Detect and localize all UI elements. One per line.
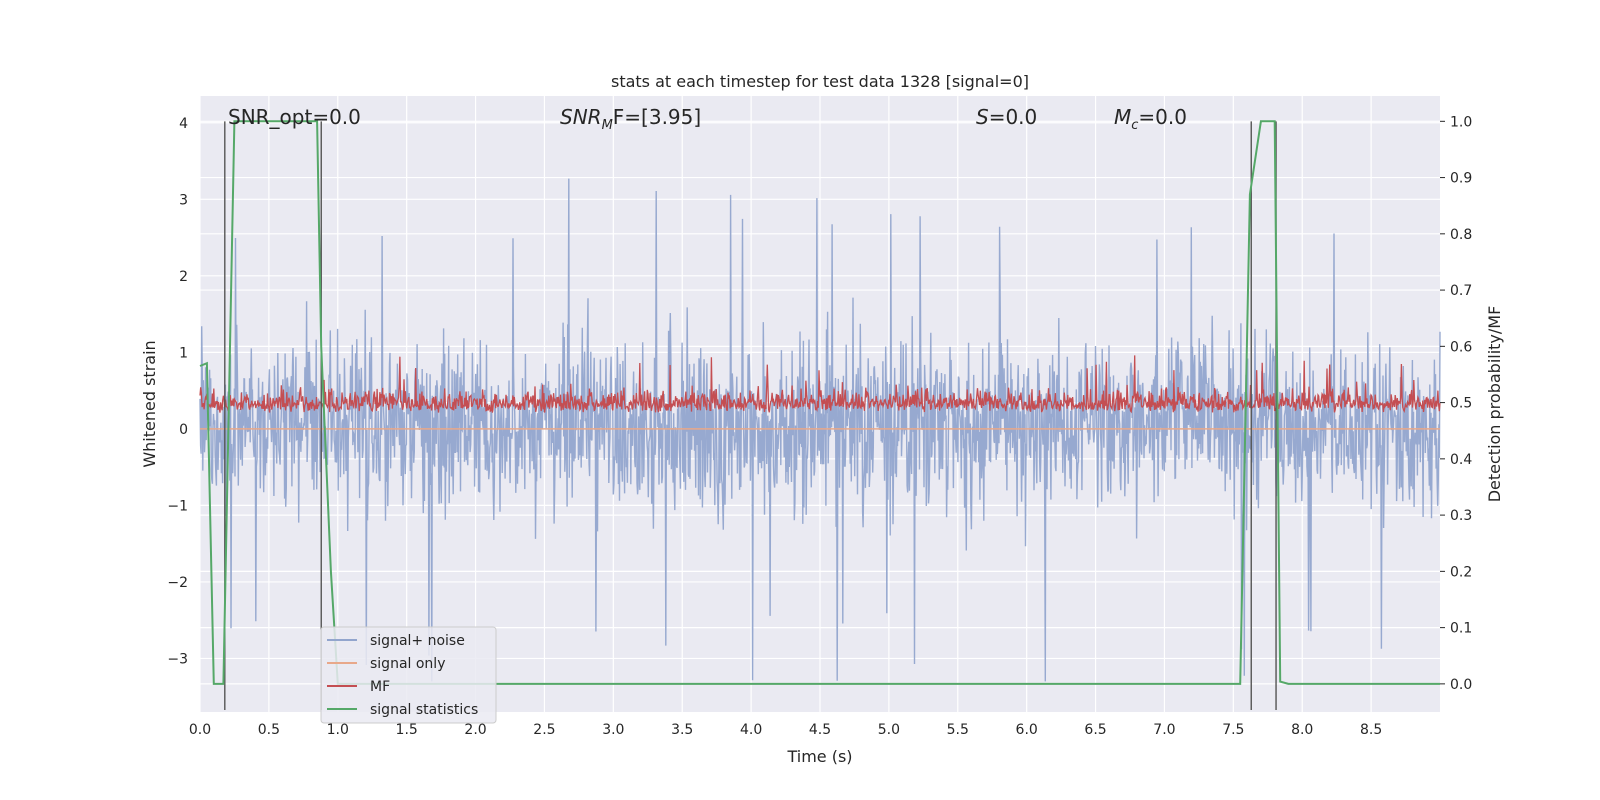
legend-label-mf: MF: [370, 679, 390, 695]
chart-title: stats at each timestep for test data 132…: [611, 72, 1029, 91]
tick-labels: 0.0 0.5 1.0 1.5 2.0 2.5 3.0 3.5 4.0 4.5 5.0 5.5 6.0 6…: [167, 114, 1472, 738]
x-tick-label: 2.0: [464, 722, 486, 738]
annotation-snr-mf-rest: F=[3.95]: [613, 105, 701, 129]
x-tick-label: 7.0: [1153, 722, 1175, 738]
x-tick-label: 1.5: [396, 722, 418, 738]
x-tick-label: 3.5: [671, 722, 693, 738]
series-signal-noise: [199, 178, 1441, 682]
x-tick-label: 1.0: [327, 722, 349, 738]
legend-label-signal-only: signal only: [370, 656, 445, 672]
y-left-tick-label: −3: [167, 651, 188, 667]
annotation-snr-mf-main: SNR: [560, 105, 602, 129]
x-tick-label: 0.0: [189, 722, 211, 738]
legend-box: [320, 626, 497, 724]
y-left-tick-label: 3: [179, 192, 188, 208]
x-tick-label: 8.0: [1291, 722, 1313, 738]
x-tick-label: 6.0: [1016, 722, 1038, 738]
y-left-tick-label: 4: [179, 116, 188, 132]
annotation-s-rest: =0.0: [989, 105, 1038, 129]
y-axis-label-right: Detection probability/MF: [1485, 306, 1504, 503]
x-tick-label: 8.5: [1360, 722, 1382, 738]
x-tick-label: 3.0: [602, 722, 624, 738]
y-left-tick-label: 2: [179, 269, 188, 285]
y-right-tick-label: 0.1: [1450, 621, 1472, 637]
y-right-tick-label: 1.0: [1450, 114, 1472, 130]
y-left-tick-label: 1: [179, 345, 188, 361]
x-tick-label: 7.5: [1222, 722, 1244, 738]
y-right-tick-label: 0.7: [1450, 283, 1472, 299]
y-right-tick-label: 0.8: [1450, 227, 1472, 243]
x-tick-label: 0.5: [258, 722, 280, 738]
y-left-tick-label: −2: [167, 575, 188, 591]
annotation-mc: Mc=0.0: [1114, 105, 1187, 133]
annotation-snr-mf-sub: M: [602, 118, 613, 133]
y-left-tick-label: 0: [179, 422, 188, 438]
x-axis-label: Time (s): [786, 747, 852, 766]
x-tick-label: 6.5: [1084, 722, 1106, 738]
annotation-mc-main: M: [1114, 105, 1131, 129]
x-tick-label: 5.0: [878, 722, 900, 738]
series-mf: [199, 355, 1441, 414]
annotation-s: S=0.0: [976, 105, 1037, 129]
annotation-snr-opt: SNR_opt=0.0: [228, 105, 361, 129]
legend-label-signal-noise: signal+ noise: [370, 633, 465, 649]
annotation-s-main: S: [976, 105, 989, 129]
y-right-tick-label: 0.5: [1450, 396, 1472, 412]
annotation-snr-mf: SNRMF=[3.95]: [560, 105, 701, 133]
y-right-tick-label: 0.3: [1450, 508, 1472, 524]
y-left-tick-label: −1: [167, 498, 188, 514]
y-right-tick-label: 0.4: [1450, 452, 1472, 468]
y-right-tick-label: 0.2: [1450, 564, 1472, 580]
y-axis-label-left: Whitened strain: [140, 340, 159, 467]
x-tick-label: 4.0: [740, 722, 762, 738]
x-tick-label: 5.5: [947, 722, 969, 738]
y-right-tick-label: 0.9: [1450, 171, 1472, 187]
y-right-tick-label: 0.0: [1450, 677, 1472, 693]
x-tick-label: 4.5: [809, 722, 831, 738]
y-right-tick-label: 0.6: [1450, 339, 1472, 355]
x-tick-label: 2.5: [533, 722, 555, 738]
annotation-mc-rest: =0.0: [1138, 105, 1187, 129]
annotation-mc-sub: c: [1131, 118, 1138, 133]
legend-label-signal-statistics: signal statistics: [370, 702, 478, 718]
legend: signal+ noise signal only MF signal stat…: [320, 626, 497, 724]
